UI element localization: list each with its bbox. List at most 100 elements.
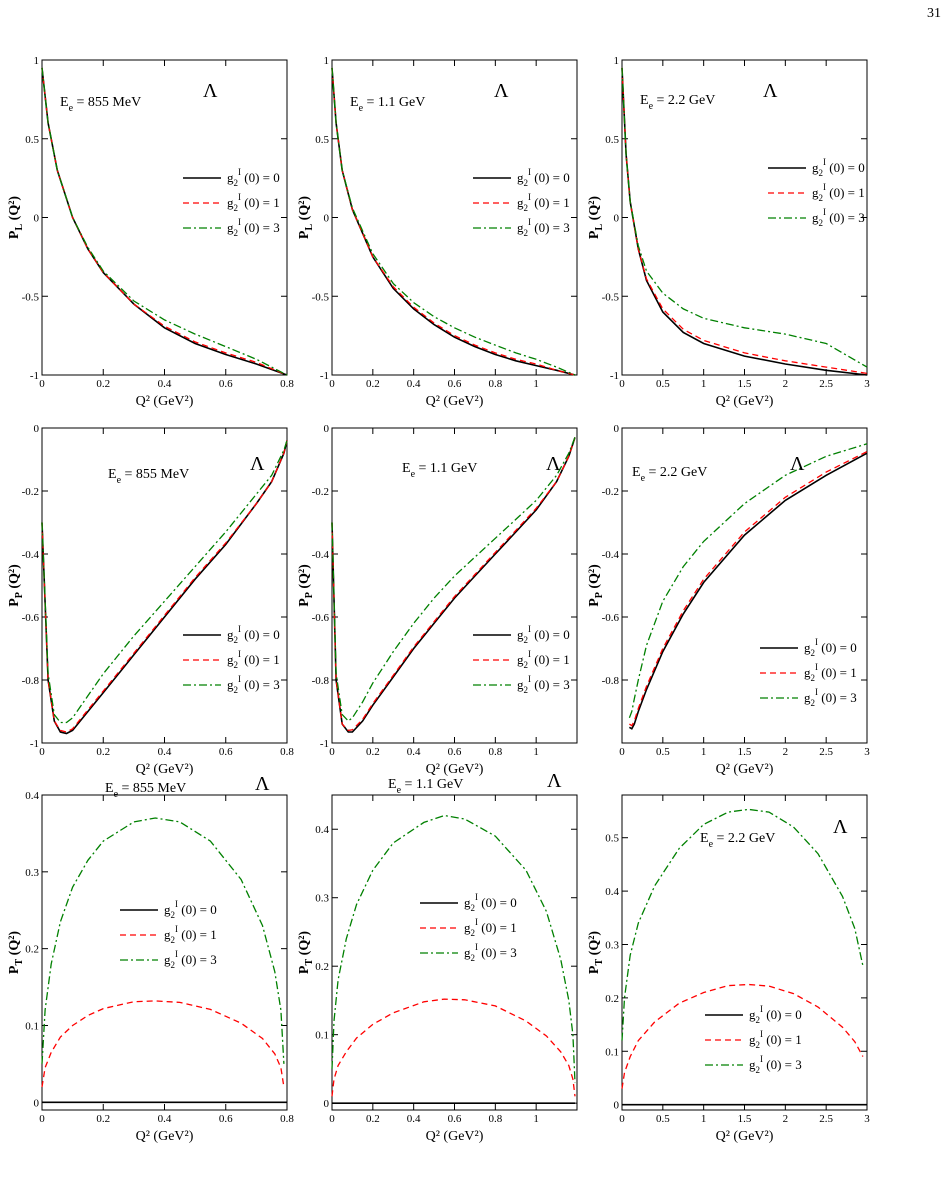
y-tick-label: -1: [30, 370, 39, 382]
legend-label-2: g2I (0) = 3: [227, 674, 280, 695]
y-tick-label: 0.4: [315, 824, 329, 836]
x-tick-label: 0.6: [219, 746, 233, 758]
x-tick-label: 0: [329, 746, 335, 758]
x-tick-label: 0.4: [158, 746, 172, 758]
x-tick-label: 0.2: [96, 378, 110, 390]
x-axis-label: Q² (GeV²): [426, 762, 484, 777]
x-tick-label: 2.5: [819, 378, 833, 390]
chart-panel-PL-855: 0 0.2 0.4 0.6 0.8 -1 -0.5 0 0.5 1 PL (Q²) Q² (GeV²)…: [7, 55, 294, 409]
x-axis-label: Q² (GeV²): [136, 1129, 194, 1144]
x-tick-label: 0: [39, 746, 45, 758]
y-tick-label: 0.5: [605, 134, 619, 146]
y-tick-label: 0: [324, 423, 330, 435]
energy-label: Ee = 2.2 GeV: [700, 831, 775, 850]
x-tick-label: 0.8: [488, 746, 502, 758]
y-axis-label: PP (Q²): [297, 564, 315, 607]
x-tick-label: 1.5: [738, 1113, 752, 1125]
series-line-g2I-1: [331, 998, 576, 1097]
y-tick-label: 0: [324, 213, 330, 225]
chart-panel-PT-1.1: 0 0.2 0.4 0.6 0.8 1 0 0.1 0.2 0.3 0.4 PT (Q²) Q² (Ge…: [297, 770, 578, 1144]
x-tick-label: 0: [329, 378, 335, 390]
x-tick-label: 1: [533, 1113, 539, 1125]
legend-label-1: g2I (0) = 1: [812, 182, 865, 203]
legend-label-2: g2I (0) = 3: [464, 942, 517, 963]
x-tick-label: 0.8: [488, 378, 502, 390]
y-tick-label: -0.5: [602, 291, 620, 303]
legend-label-1: g2I (0) = 1: [464, 917, 517, 938]
y-tick-label: 0.1: [605, 1046, 619, 1058]
legend-label-0: g2I (0) = 0: [164, 899, 217, 920]
x-axis-label: Q² (GeV²): [136, 394, 194, 409]
x-tick-label: 0.2: [366, 746, 380, 758]
x-tick-label: 1: [701, 1113, 707, 1125]
y-tick-label: 0.4: [25, 790, 39, 802]
y-tick-label: -0.6: [22, 612, 40, 624]
y-tick-label: -0.4: [602, 549, 620, 561]
y-axis-label: PT (Q²): [587, 931, 605, 974]
legend-label-1: g2I (0) = 1: [517, 649, 570, 670]
legend-label-0: g2I (0) = 0: [812, 157, 865, 178]
x-tick-label: 2: [783, 1113, 789, 1125]
x-tick-label: 0: [619, 1113, 625, 1125]
chart-panel-PT-2.2: 0 0.5 1 1.5 2 2.5 3 0 0.1 0.2 0.3 0.4 0.5 PT (Q²) Q² (…: [587, 794, 870, 1144]
legend-label-0: g2I (0) = 0: [749, 1004, 802, 1025]
series-line-g2I-0: [331, 437, 576, 733]
energy-label: Ee = 855 MeV: [105, 781, 186, 800]
y-tick-label: 0: [34, 423, 40, 435]
x-tick-label: 0.2: [96, 746, 110, 758]
page-number: 31: [927, 6, 941, 21]
x-axis-label: Q² (GeV²): [426, 1129, 484, 1144]
x-axis-label: Q² (GeV²): [426, 394, 484, 409]
x-tick-label: 0.2: [366, 1113, 380, 1125]
legend-label-1: g2I (0) = 1: [227, 192, 280, 213]
legend-label-0: g2I (0) = 0: [227, 624, 280, 645]
series-line-g2I-1: [41, 440, 288, 733]
x-tick-label: 0.8: [280, 1113, 294, 1125]
y-tick-label: 0: [34, 213, 40, 225]
x-tick-label: 0.6: [448, 746, 462, 758]
series-line-g2I-0: [628, 452, 868, 730]
x-tick-label: 1: [701, 746, 707, 758]
x-tick-label: 0: [329, 1113, 335, 1125]
x-tick-label: 0.4: [407, 1113, 421, 1125]
legend-label-0: g2I (0) = 0: [804, 637, 857, 658]
figure-caption-clipped: [10, 1166, 940, 1190]
series-line-g2I-0: [621, 67, 868, 376]
series-line-g2I-1: [41, 67, 288, 376]
y-axis-label-text: PT (Q²): [7, 931, 25, 974]
legend-label-2: g2I (0) = 3: [812, 207, 865, 228]
legend-label-1: g2I (0) = 1: [804, 662, 857, 683]
y-tick-label: 0: [614, 423, 620, 435]
y-tick-label: -0.8: [312, 675, 330, 687]
y-tick-label: -1: [320, 370, 329, 382]
y-axis-label-text: PP (Q²): [7, 564, 25, 607]
x-axis-label: Q² (GeV²): [136, 762, 194, 777]
lambda-symbol: Λ: [833, 816, 848, 838]
chart-panel-PP-855: 0 0.2 0.4 0.6 0.8 -1 -0.8 -0.6 -0.4 -0.2 0 PP (Q²) Q…: [7, 423, 294, 777]
x-axis-label: Q² (GeV²): [716, 762, 774, 777]
series-line-g2I-2: [331, 437, 576, 722]
x-tick-label: 1: [533, 746, 539, 758]
y-tick-label: -1: [320, 738, 329, 750]
y-tick-label: 0: [614, 213, 620, 225]
legend-label-2: g2I (0) = 3: [227, 217, 280, 238]
figure-grid: 0 0.2 0.4 0.6 0.8 -1 -0.5 0 0.5 1 PL (Q²) Q² (GeV²)…: [7, 55, 870, 1144]
y-axis-label: PP (Q²): [587, 564, 605, 607]
y-axis-label-text: PT (Q²): [587, 931, 605, 974]
y-tick-label: -0.4: [312, 549, 330, 561]
x-tick-label: 0.8: [280, 378, 294, 390]
energy-label: Ee = 1.1 GeV: [402, 461, 477, 480]
y-tick-label: -1: [610, 370, 619, 382]
y-axis-label-text: PP (Q²): [587, 564, 605, 607]
chart-panel-PP-1.1: 0 0.2 0.4 0.6 0.8 1 -1 -0.8 -0.6 -0.4 -0.2 0 PP (Q²)…: [297, 423, 578, 777]
y-tick-label: 0.3: [25, 867, 39, 879]
x-tick-label: 0.5: [656, 1113, 670, 1125]
y-tick-label: 0.5: [605, 833, 619, 845]
x-tick-label: 1.5: [738, 378, 752, 390]
y-axis-label: PL (Q²): [587, 196, 605, 239]
y-axis-label-text: PL (Q²): [297, 196, 315, 239]
series-line-g2I-2: [621, 67, 868, 368]
y-tick-label: -0.8: [22, 675, 40, 687]
series-line-g2I-2: [621, 808, 864, 1041]
y-tick-label: 0: [324, 1098, 330, 1110]
